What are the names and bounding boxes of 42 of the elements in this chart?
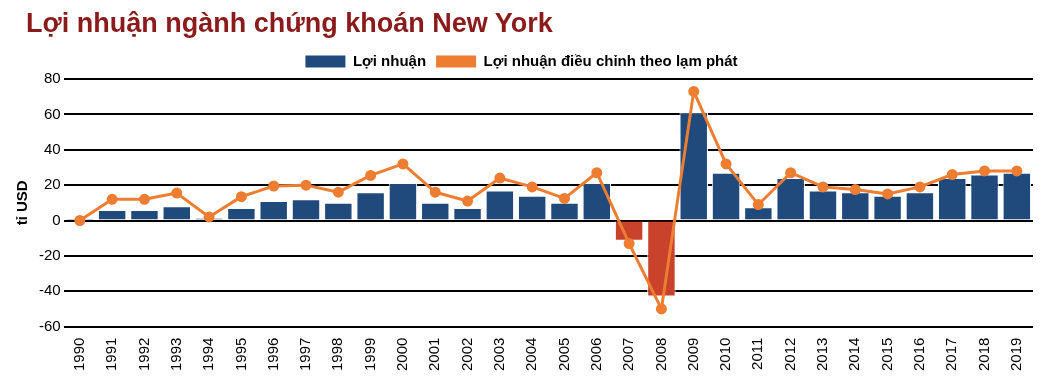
x-tick-label: 2011 bbox=[748, 337, 766, 370]
x-tick-label: 2004 bbox=[522, 337, 540, 372]
x-tick-label: 2005 bbox=[554, 337, 572, 372]
x-tick-label: 2012 bbox=[780, 337, 798, 372]
x-tick-label: 2018 bbox=[974, 337, 992, 372]
x-tick-label: 1999 bbox=[360, 337, 378, 372]
x-tick-label: 2001 bbox=[425, 337, 443, 372]
x-tick-label: 2009 bbox=[683, 337, 701, 372]
x-tick-label: 2013 bbox=[813, 337, 831, 372]
x-tick-label: 2003 bbox=[490, 337, 508, 372]
x-tick-label: 2016 bbox=[910, 337, 928, 372]
legend-label: Lợi nhuận điều chỉnh theo lạm phát bbox=[483, 51, 738, 69]
legend-label: Lợi nhuận bbox=[352, 51, 427, 69]
x-tick-label: 1998 bbox=[328, 337, 346, 372]
y-tick-label: 0 bbox=[52, 210, 61, 228]
x-tick-label: 2017 bbox=[942, 337, 960, 372]
y-tick-label: -60 bbox=[38, 316, 61, 334]
x-tick-label: 1994 bbox=[199, 337, 217, 372]
x-tick-label: 2007 bbox=[619, 337, 637, 372]
x-tick-label: 2002 bbox=[457, 337, 475, 372]
x-tick-label: 2000 bbox=[393, 337, 411, 372]
x-tick-label: 2008 bbox=[651, 337, 669, 372]
y-tick-label: 80 bbox=[43, 69, 61, 87]
y-tick-label: 40 bbox=[43, 139, 61, 157]
x-tick-label: 1992 bbox=[134, 337, 152, 372]
x-tick-label: 1993 bbox=[166, 337, 184, 372]
x-tick-label: 2019 bbox=[1006, 337, 1024, 372]
x-tick-label: 2014 bbox=[845, 337, 863, 372]
x-tick-label: 2010 bbox=[716, 337, 734, 372]
x-tick-label: 1990 bbox=[69, 337, 87, 372]
x-tick-label: 2006 bbox=[586, 337, 604, 372]
y-tick-label: -40 bbox=[38, 281, 61, 299]
chart-title: Lợi nhuận ngành chứng khoán New York bbox=[26, 8, 554, 40]
x-tick-label: 1997 bbox=[296, 337, 314, 372]
x-tick-label: 2015 bbox=[877, 337, 895, 372]
y-tick-label: 60 bbox=[43, 104, 61, 122]
x-tick-label: 1991 bbox=[102, 337, 120, 372]
y-axis-title: tỉ USD bbox=[13, 180, 31, 226]
y-tick-label: 20 bbox=[43, 175, 61, 193]
x-tick-label: 1995 bbox=[231, 337, 249, 372]
y-tick-label: -20 bbox=[38, 246, 61, 264]
x-tick-label: 1996 bbox=[263, 337, 281, 372]
